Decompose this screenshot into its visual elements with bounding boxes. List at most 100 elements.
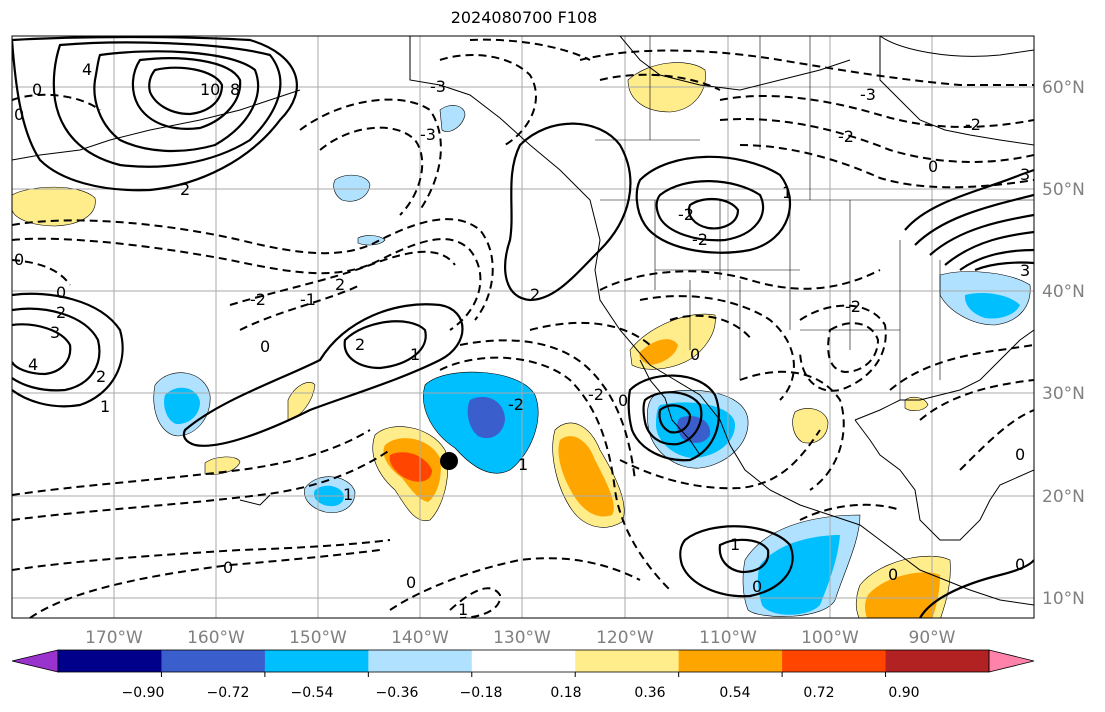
colorbar-segment bbox=[471, 650, 576, 672]
contour-label: 10 bbox=[200, 80, 220, 99]
shade-positive-7 bbox=[792, 408, 829, 444]
contour-labels: 0 2 3 4 2 1 10 8 2 -2 -1 2 0 2 1 -2 1 1 … bbox=[14, 60, 1030, 619]
contour-label: 2 bbox=[335, 275, 345, 294]
contour-label: -2 bbox=[250, 290, 266, 309]
contour-label: 2 bbox=[180, 180, 190, 199]
shade-positive-4-mid bbox=[639, 339, 678, 365]
lon-label: 170°W bbox=[85, 628, 143, 648]
contour-label: 3 bbox=[1020, 261, 1030, 280]
political-borders bbox=[595, 36, 1034, 400]
colorbar-tick-label: 0.72 bbox=[803, 685, 834, 701]
contour-label: -3 bbox=[420, 125, 436, 144]
colorbar-segment bbox=[678, 650, 783, 672]
colorbar-tick-label: −0.36 bbox=[376, 685, 419, 701]
contour-label: 0 bbox=[928, 157, 938, 176]
colorbar-segment bbox=[264, 650, 369, 672]
contour-label: 2 bbox=[530, 285, 540, 304]
lon-label: 160°W bbox=[187, 628, 245, 648]
contour-label: -1 bbox=[300, 290, 316, 309]
colorbar-tick-label: 0.90 bbox=[888, 685, 919, 701]
contour-label: -2 bbox=[508, 395, 524, 414]
lon-label: 140°W bbox=[391, 628, 449, 648]
contour-label: 2 bbox=[56, 303, 66, 322]
colorbar-tick-label: 0.54 bbox=[719, 685, 750, 701]
lat-label: 20°N bbox=[1042, 487, 1085, 507]
colorbar-segment bbox=[58, 650, 162, 672]
contour-label: 0 bbox=[223, 558, 233, 577]
contour-label: 1 bbox=[458, 600, 468, 619]
contour-label: 0 bbox=[406, 573, 416, 592]
graticule bbox=[12, 36, 1034, 618]
shade-negative-7 bbox=[333, 174, 371, 202]
map-title: 2024080700 F108 bbox=[450, 8, 598, 27]
colorbar-segment bbox=[368, 650, 473, 672]
latitude-labels: 60°N 50°N 40°N 30°N 20°N 10°N bbox=[1042, 78, 1085, 609]
contour-label: 0 bbox=[1015, 555, 1025, 574]
shade-positive-6 bbox=[12, 186, 96, 227]
colorbar-segment bbox=[161, 650, 266, 672]
shade-negative-9 bbox=[357, 235, 386, 246]
lat-label: 30°N bbox=[1042, 384, 1085, 404]
map-frame bbox=[11, 35, 1035, 619]
colorbar bbox=[11, 649, 1035, 677]
lat-label: 10°N bbox=[1042, 589, 1085, 609]
negative-contours bbox=[12, 38, 1034, 618]
colorbar-tick-labels: −0.90 −0.72 −0.54 −0.36 −0.18 0.18 0.36 … bbox=[122, 685, 920, 701]
contour-label: -2 bbox=[678, 205, 694, 224]
lat-label: 60°N bbox=[1042, 78, 1085, 98]
contour-label: -3 bbox=[860, 85, 876, 104]
contour-label: 0 bbox=[618, 391, 628, 410]
contour-label: 4 bbox=[28, 355, 38, 374]
longitude-labels: 170°W 160°W 150°W 140°W 130°W 120°W 110°… bbox=[85, 628, 956, 648]
colorbar-under-arrow bbox=[11, 649, 59, 673]
colorbar-frame bbox=[57, 649, 990, 673]
shade-negative-8 bbox=[439, 105, 466, 132]
shade-negative-3-mid bbox=[164, 387, 200, 425]
contour-label: 3 bbox=[1020, 165, 1030, 184]
shade-positive-9 bbox=[204, 456, 241, 475]
contour-label: 3 bbox=[50, 323, 60, 342]
shade-negative-2-core bbox=[677, 415, 711, 443]
lat-label: 40°N bbox=[1042, 282, 1085, 302]
colorbar-over-arrow bbox=[988, 649, 1035, 673]
shade-negative-6-mid bbox=[964, 293, 1020, 319]
shading-layer bbox=[12, 62, 1031, 618]
contour-label: 0 bbox=[260, 337, 270, 356]
contour-label: -2 bbox=[588, 385, 604, 404]
colorbar-tick-label: −0.54 bbox=[291, 685, 334, 701]
lon-label: 110°W bbox=[699, 628, 757, 648]
shade-strong-negative bbox=[467, 396, 505, 439]
contour-label: 0 bbox=[888, 565, 898, 584]
contour-label: 1 bbox=[410, 345, 420, 364]
colorbar-tick-label: 0.36 bbox=[634, 685, 665, 701]
map-area bbox=[12, 36, 1034, 618]
contour-label: 1 bbox=[518, 455, 528, 474]
contour-label: 1 bbox=[730, 535, 740, 554]
colorbar-segment bbox=[885, 650, 990, 672]
lon-label: 150°W bbox=[289, 628, 347, 648]
contour-label: 0 bbox=[1015, 445, 1025, 464]
shade-negative-5-mid bbox=[757, 535, 840, 615]
contour-label: -2 bbox=[965, 115, 981, 134]
contour-label: 2 bbox=[96, 367, 106, 386]
contour-label: 1 bbox=[782, 183, 792, 202]
colorbar-segment bbox=[575, 650, 680, 672]
contour-label: -2 bbox=[845, 297, 861, 316]
colorbar-tick-label: 0.18 bbox=[550, 685, 581, 701]
contour-label: 1 bbox=[100, 397, 110, 416]
contour-label: 4 bbox=[82, 60, 92, 79]
lon-label: 130°W bbox=[493, 628, 551, 648]
contour-label: 1 bbox=[343, 485, 353, 504]
lon-label: 120°W bbox=[596, 628, 654, 648]
shade-positive-3-mid bbox=[865, 572, 940, 618]
contour-label: 0 bbox=[56, 283, 66, 302]
shade-positive-strong bbox=[389, 452, 432, 482]
colorbar-segment bbox=[782, 650, 887, 672]
positive-contours bbox=[12, 36, 1034, 618]
shade-positive-10 bbox=[904, 396, 929, 411]
contour-label: -2 bbox=[838, 127, 854, 146]
lon-label: 90°W bbox=[909, 628, 956, 648]
contour-label: 0 bbox=[752, 577, 762, 596]
colorbar-tick-label: −0.72 bbox=[207, 685, 250, 701]
